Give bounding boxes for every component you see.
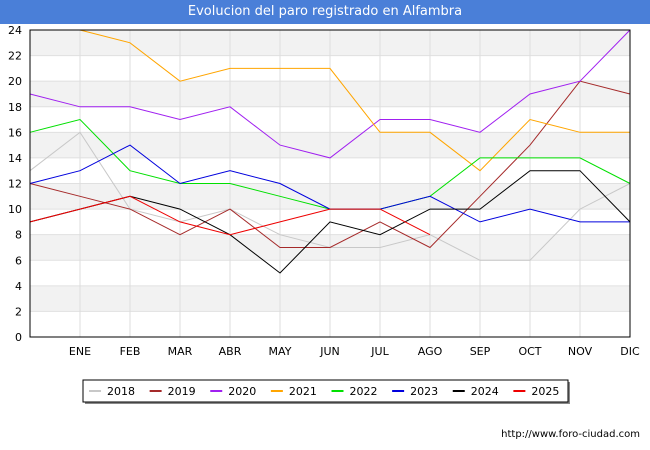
x-tick-label: MAY [269, 345, 292, 358]
footer-url: http://www.foro-ciudad.com [501, 429, 640, 440]
y-tick-label: 2 [15, 305, 22, 318]
legend-box [82, 379, 569, 403]
series-line-2019 [29, 80, 631, 249]
series-lines [29, 29, 631, 274]
y-tick-label: 4 [15, 280, 22, 293]
chart-title: Evolucion del paro registrado en Alfambr… [0, 0, 650, 24]
legend-label-2024: 2024 [471, 385, 499, 398]
x-tick-label: NOV [568, 345, 593, 358]
legend-label-2025: 2025 [531, 385, 559, 398]
x-tick-label: ABR [219, 345, 242, 358]
legend-label-2019: 2019 [168, 385, 196, 398]
plot-frame [29, 29, 631, 338]
series-line-2025 [29, 195, 431, 236]
x-tick-label: MAR [168, 345, 193, 358]
y-tick-label: 14 [8, 152, 22, 165]
y-tick-label: 12 [8, 178, 22, 191]
x-tick-label: JUN [319, 345, 340, 358]
x-tick-label: DIC [620, 345, 640, 358]
x-tick-label: OCT [518, 345, 541, 358]
legend-label-2018: 2018 [107, 385, 135, 398]
x-tick-label: AGO [418, 345, 443, 358]
axes [29, 29, 631, 338]
series-line-2020 [29, 29, 631, 159]
y-tick-label: 18 [8, 101, 22, 114]
y-tick-label: 6 [15, 254, 22, 267]
y-tick-label: 16 [8, 126, 22, 139]
y-tick-label: 20 [8, 75, 22, 88]
legend-label-2022: 2022 [350, 385, 378, 398]
series-line-2021 [79, 29, 630, 172]
legend-label-2023: 2023 [410, 385, 438, 398]
y-tick-label: 22 [8, 50, 22, 63]
legend: 2018 2019 2020 2021 2022 2023 2024 2025 [82, 379, 570, 404]
x-tick-labels: ENE FEB MAR ABR MAY JUN JUL AGO SEP OCT NOV DIC [69, 345, 640, 358]
y-tick-label: 8 [15, 229, 22, 242]
y-tick-label: 0 [15, 331, 22, 344]
y-tick-label: 10 [8, 203, 22, 216]
y-tick-label: 24 [8, 24, 22, 37]
x-tick-label: FEB [120, 345, 141, 358]
x-tick-label: ENE [69, 345, 91, 358]
legend-label-2021: 2021 [289, 385, 317, 398]
x-tick-label: SEP [470, 345, 491, 358]
legend-label-2020: 2020 [228, 385, 256, 398]
x-tick-label: JUL [370, 345, 389, 358]
